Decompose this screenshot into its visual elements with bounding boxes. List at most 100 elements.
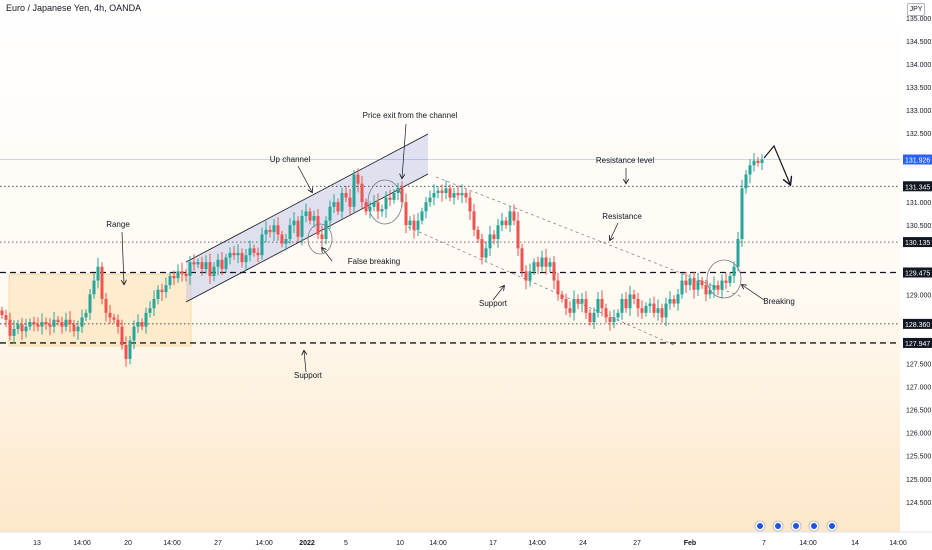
- candle: [96, 258, 100, 289]
- candle: [468, 191, 472, 221]
- candle-body: [380, 209, 384, 212]
- candle: [340, 187, 344, 219]
- candle-body: [456, 192, 460, 196]
- candle: [104, 292, 108, 322]
- candle-body: [336, 202, 340, 212]
- level-badge-label: 128.360: [905, 322, 930, 329]
- candle-body: [208, 262, 212, 276]
- currency-badge[interactable]: JPY: [907, 3, 925, 16]
- candle: [436, 186, 440, 199]
- candle: [540, 250, 544, 272]
- candle-body: [568, 308, 572, 313]
- candle: [256, 247, 260, 263]
- price-tick-label: 132.500: [906, 131, 931, 138]
- candle-body: [340, 192, 344, 212]
- time-tick-label: 27: [633, 540, 641, 547]
- event-marker-dot: [829, 523, 835, 529]
- candle: [520, 243, 524, 277]
- candle-body: [168, 275, 172, 286]
- candle-body: [144, 312, 148, 327]
- candle: [740, 179, 744, 247]
- price-tick-label: 130.500: [906, 223, 931, 230]
- candle-body: [244, 255, 248, 263]
- candle-body: [344, 192, 348, 198]
- candle: [428, 190, 432, 207]
- price-tick-label: 133.000: [906, 108, 931, 115]
- highlight-circle: [307, 223, 333, 255]
- candle: [228, 247, 232, 265]
- candle: [88, 289, 92, 320]
- candle: [232, 245, 236, 260]
- candle-body: [636, 298, 640, 309]
- candle-body: [756, 160, 760, 164]
- candle: [184, 269, 188, 282]
- candle-body: [312, 216, 316, 221]
- candle-body: [348, 197, 352, 207]
- candle: [320, 225, 324, 247]
- candle: [696, 272, 700, 296]
- candle-body: [444, 188, 448, 193]
- candle: [408, 216, 412, 231]
- candle: [656, 299, 660, 321]
- candle-body: [128, 340, 132, 359]
- candle: [668, 291, 672, 310]
- candle-body: [700, 280, 704, 286]
- annotation-resistance: Resistance: [602, 212, 642, 221]
- candle: [176, 264, 180, 283]
- candle-body: [560, 294, 564, 299]
- candle-body: [32, 322, 36, 325]
- candle-body: [724, 280, 728, 283]
- candle: [472, 203, 476, 237]
- candle: [440, 184, 444, 202]
- candle-body: [704, 285, 708, 295]
- candle-body: [440, 190, 444, 193]
- candle-body: [120, 326, 124, 346]
- candle: [612, 309, 616, 329]
- time-axis[interactable]: 13 14:00 20 14:00 27 14:00 2022 5 10 14:00 17 14:00…: [0, 520, 932, 550]
- candle-body: [160, 289, 164, 293]
- candle-body: [44, 322, 48, 325]
- candle: [284, 233, 288, 251]
- annotation-price-exit: Price exit from the channel: [363, 111, 458, 120]
- candle-body: [428, 197, 432, 203]
- candle: [736, 232, 740, 272]
- candle-body: [216, 259, 220, 267]
- candle: [392, 189, 396, 204]
- time-tick-label: 2022: [299, 540, 315, 547]
- candle-body: [752, 160, 756, 166]
- symbol-title[interactable]: Euro / Japanese Yen, 4h, OANDA: [6, 3, 142, 13]
- time-tick-label: 14: [851, 540, 859, 547]
- candle: [136, 314, 140, 333]
- price-axis[interactable]: 124.500 125.000 125.500 126.000 126.500 127.0…: [900, 0, 932, 550]
- candle: [644, 302, 648, 317]
- candle: [276, 217, 280, 241]
- candle: [288, 218, 292, 244]
- candle: [744, 170, 748, 194]
- candle-series: [0, 152, 764, 367]
- candle-body: [100, 266, 104, 299]
- candle-body: [588, 312, 592, 323]
- candle-body: [292, 220, 296, 226]
- candle: [648, 298, 652, 313]
- candle-body: [240, 252, 244, 263]
- candle-body: [436, 190, 440, 193]
- candle-body: [280, 234, 284, 244]
- candle-body: [548, 262, 552, 267]
- candle-body: [584, 298, 588, 313]
- candle: [720, 274, 724, 299]
- price-tick-label: 134.000: [906, 62, 931, 69]
- candle: [240, 248, 244, 268]
- candle-body: [660, 308, 664, 318]
- candle-body: [708, 289, 712, 295]
- candle-body: [368, 206, 372, 212]
- annotation-breaking: Breaking: [763, 297, 795, 306]
- candle: [188, 255, 192, 285]
- candle-body: [628, 294, 632, 309]
- candle: [168, 272, 172, 289]
- candle-body: [176, 271, 180, 279]
- candle-body: [76, 326, 80, 332]
- candle: [532, 258, 536, 276]
- candle: [164, 277, 168, 299]
